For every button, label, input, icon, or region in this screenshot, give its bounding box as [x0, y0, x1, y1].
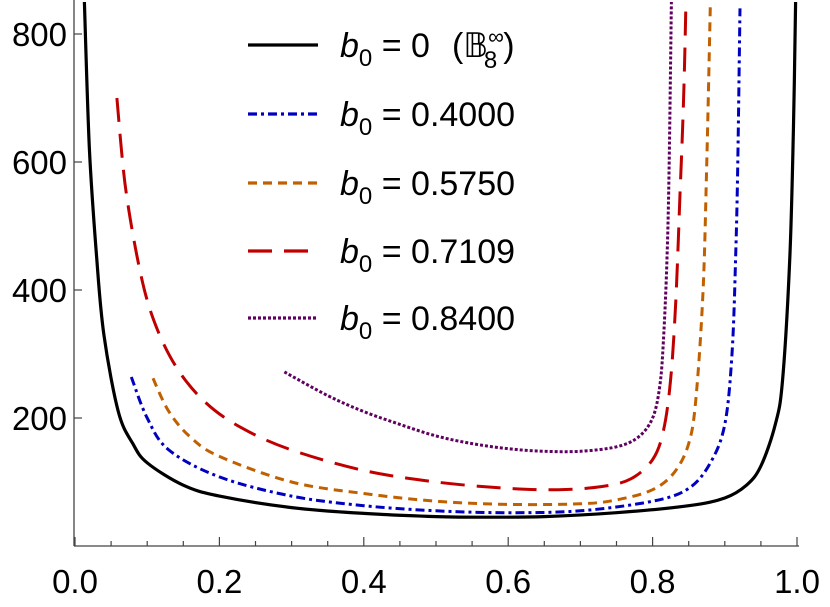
legend-var: b	[340, 300, 359, 338]
series-line-3	[115, 8, 688, 492]
legend-paren-open: (	[452, 27, 464, 65]
y-tick-label: 400	[12, 272, 67, 309]
legend-value: = 0.8400	[372, 300, 515, 338]
legend-subscript: 0	[359, 183, 372, 210]
y-tick-label: 800	[12, 16, 67, 53]
x-tick-label: 0.6	[485, 563, 531, 600]
x-tick-label: 0.0	[52, 563, 98, 600]
legend-superscript: ∞	[488, 24, 504, 49]
x-tick-label: 1.0	[774, 563, 820, 600]
legend-subscript: 0	[359, 45, 372, 72]
x-tick-label: 0.2	[196, 563, 242, 600]
legend-label-2: b0 = 0.5750	[340, 165, 515, 210]
legend-label-1: b0 = 0.4000	[340, 96, 515, 141]
legend-value: = 0.7109	[372, 233, 515, 271]
legend-var: b	[340, 96, 359, 134]
legend-subscript: 8	[484, 47, 497, 74]
x-tick-label: 0.4	[341, 563, 387, 600]
legend-ensemble-symbol: 𝔹	[463, 27, 488, 65]
legend-subscript: 0	[359, 251, 372, 278]
legend-var: b	[340, 233, 359, 271]
series-line-2	[151, 1, 712, 507]
legend-paren-close: )	[503, 27, 514, 65]
legend-label-0: b0 = 0 (𝔹∞ 8)	[340, 24, 515, 74]
legend-value: = 0.5750	[372, 165, 515, 203]
legend-subscript: 0	[359, 318, 372, 345]
y-tick-label: 600	[12, 144, 67, 181]
legend-subscript: 0	[359, 114, 372, 141]
series-line-4	[283, 1, 673, 454]
legend-value: = 0	[372, 27, 430, 65]
series-line-1	[129, 8, 742, 515]
legend-value: = 0.4000	[372, 96, 515, 134]
series-line-0	[82, 1, 798, 519]
legend-var: b	[340, 165, 359, 203]
x-tick-label: 0.8	[630, 563, 676, 600]
legend-var: b	[340, 27, 359, 65]
y-tick-label: 200	[12, 400, 67, 437]
legend-label-4: b0 = 0.8400	[340, 300, 515, 345]
legend-label-3: b0 = 0.7109	[340, 233, 515, 278]
series-group	[82, 1, 798, 519]
